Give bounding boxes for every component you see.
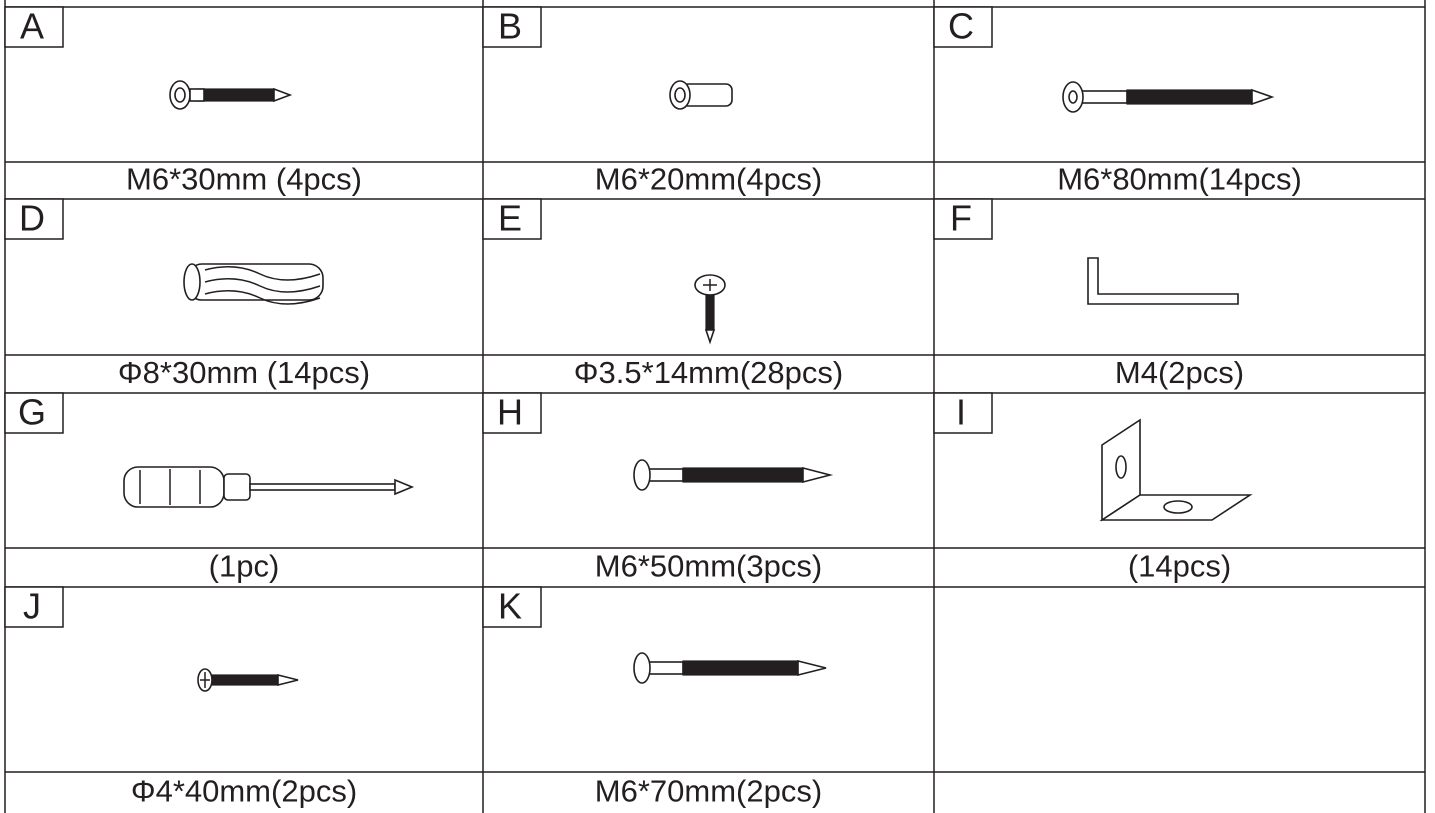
letter-box (482, 6, 542, 48)
part-label: M6*20mm(4pcs) (595, 162, 822, 197)
letter-box (4, 392, 64, 434)
part-letter: B (498, 6, 522, 47)
icon-screw-c (1062, 81, 1275, 113)
part-label: M6*70mm(2pcs) (595, 774, 822, 809)
icon-screwdriver (123, 466, 415, 508)
letter-box (933, 392, 993, 434)
icon-hex-key (1087, 257, 1239, 305)
part-letter: J (23, 586, 41, 627)
icon-screw-j (197, 668, 299, 692)
letter-box (4, 198, 64, 240)
part-label: M6*30mm (4pcs) (126, 162, 362, 197)
part-letter: H (497, 392, 523, 433)
letter-box (4, 586, 64, 628)
part-letter: A (20, 6, 44, 47)
part-label: (14pcs) (1128, 549, 1231, 584)
letter-box (482, 198, 542, 240)
letter-box (482, 586, 542, 628)
icon-bracket (1099, 418, 1253, 522)
icon-barrel-nut (669, 80, 733, 110)
letter-box (933, 6, 993, 48)
part-letter: G (18, 392, 46, 433)
part-label: M4(2pcs) (1115, 355, 1244, 390)
part-label: Φ8*30mm (14pcs) (118, 355, 370, 390)
icon-screw-a (169, 80, 293, 110)
icon-screw-h (633, 459, 834, 491)
part-letter: I (956, 392, 966, 433)
part-label: Φ3.5*14mm(28pcs) (574, 355, 843, 390)
letter-box (933, 198, 993, 240)
grid (4, 0, 1426, 813)
letter-box (482, 392, 542, 434)
part-letter: K (498, 586, 522, 627)
letter-box (4, 6, 64, 48)
part-label: M6*50mm(3pcs) (595, 549, 822, 584)
part-letter: D (19, 198, 45, 239)
part-letter: E (498, 198, 522, 239)
part-label: Φ4*40mm(2pcs) (131, 774, 357, 809)
part-label: M6*80mm(14pcs) (1057, 162, 1302, 197)
part-label: (1pc) (209, 549, 280, 584)
part-letter: F (950, 198, 972, 239)
icon-dowel (183, 263, 324, 305)
part-icons (123, 80, 1275, 692)
part-letter: C (948, 6, 974, 47)
icon-screw-k (633, 652, 827, 684)
icon-wood-screw (694, 274, 726, 345)
